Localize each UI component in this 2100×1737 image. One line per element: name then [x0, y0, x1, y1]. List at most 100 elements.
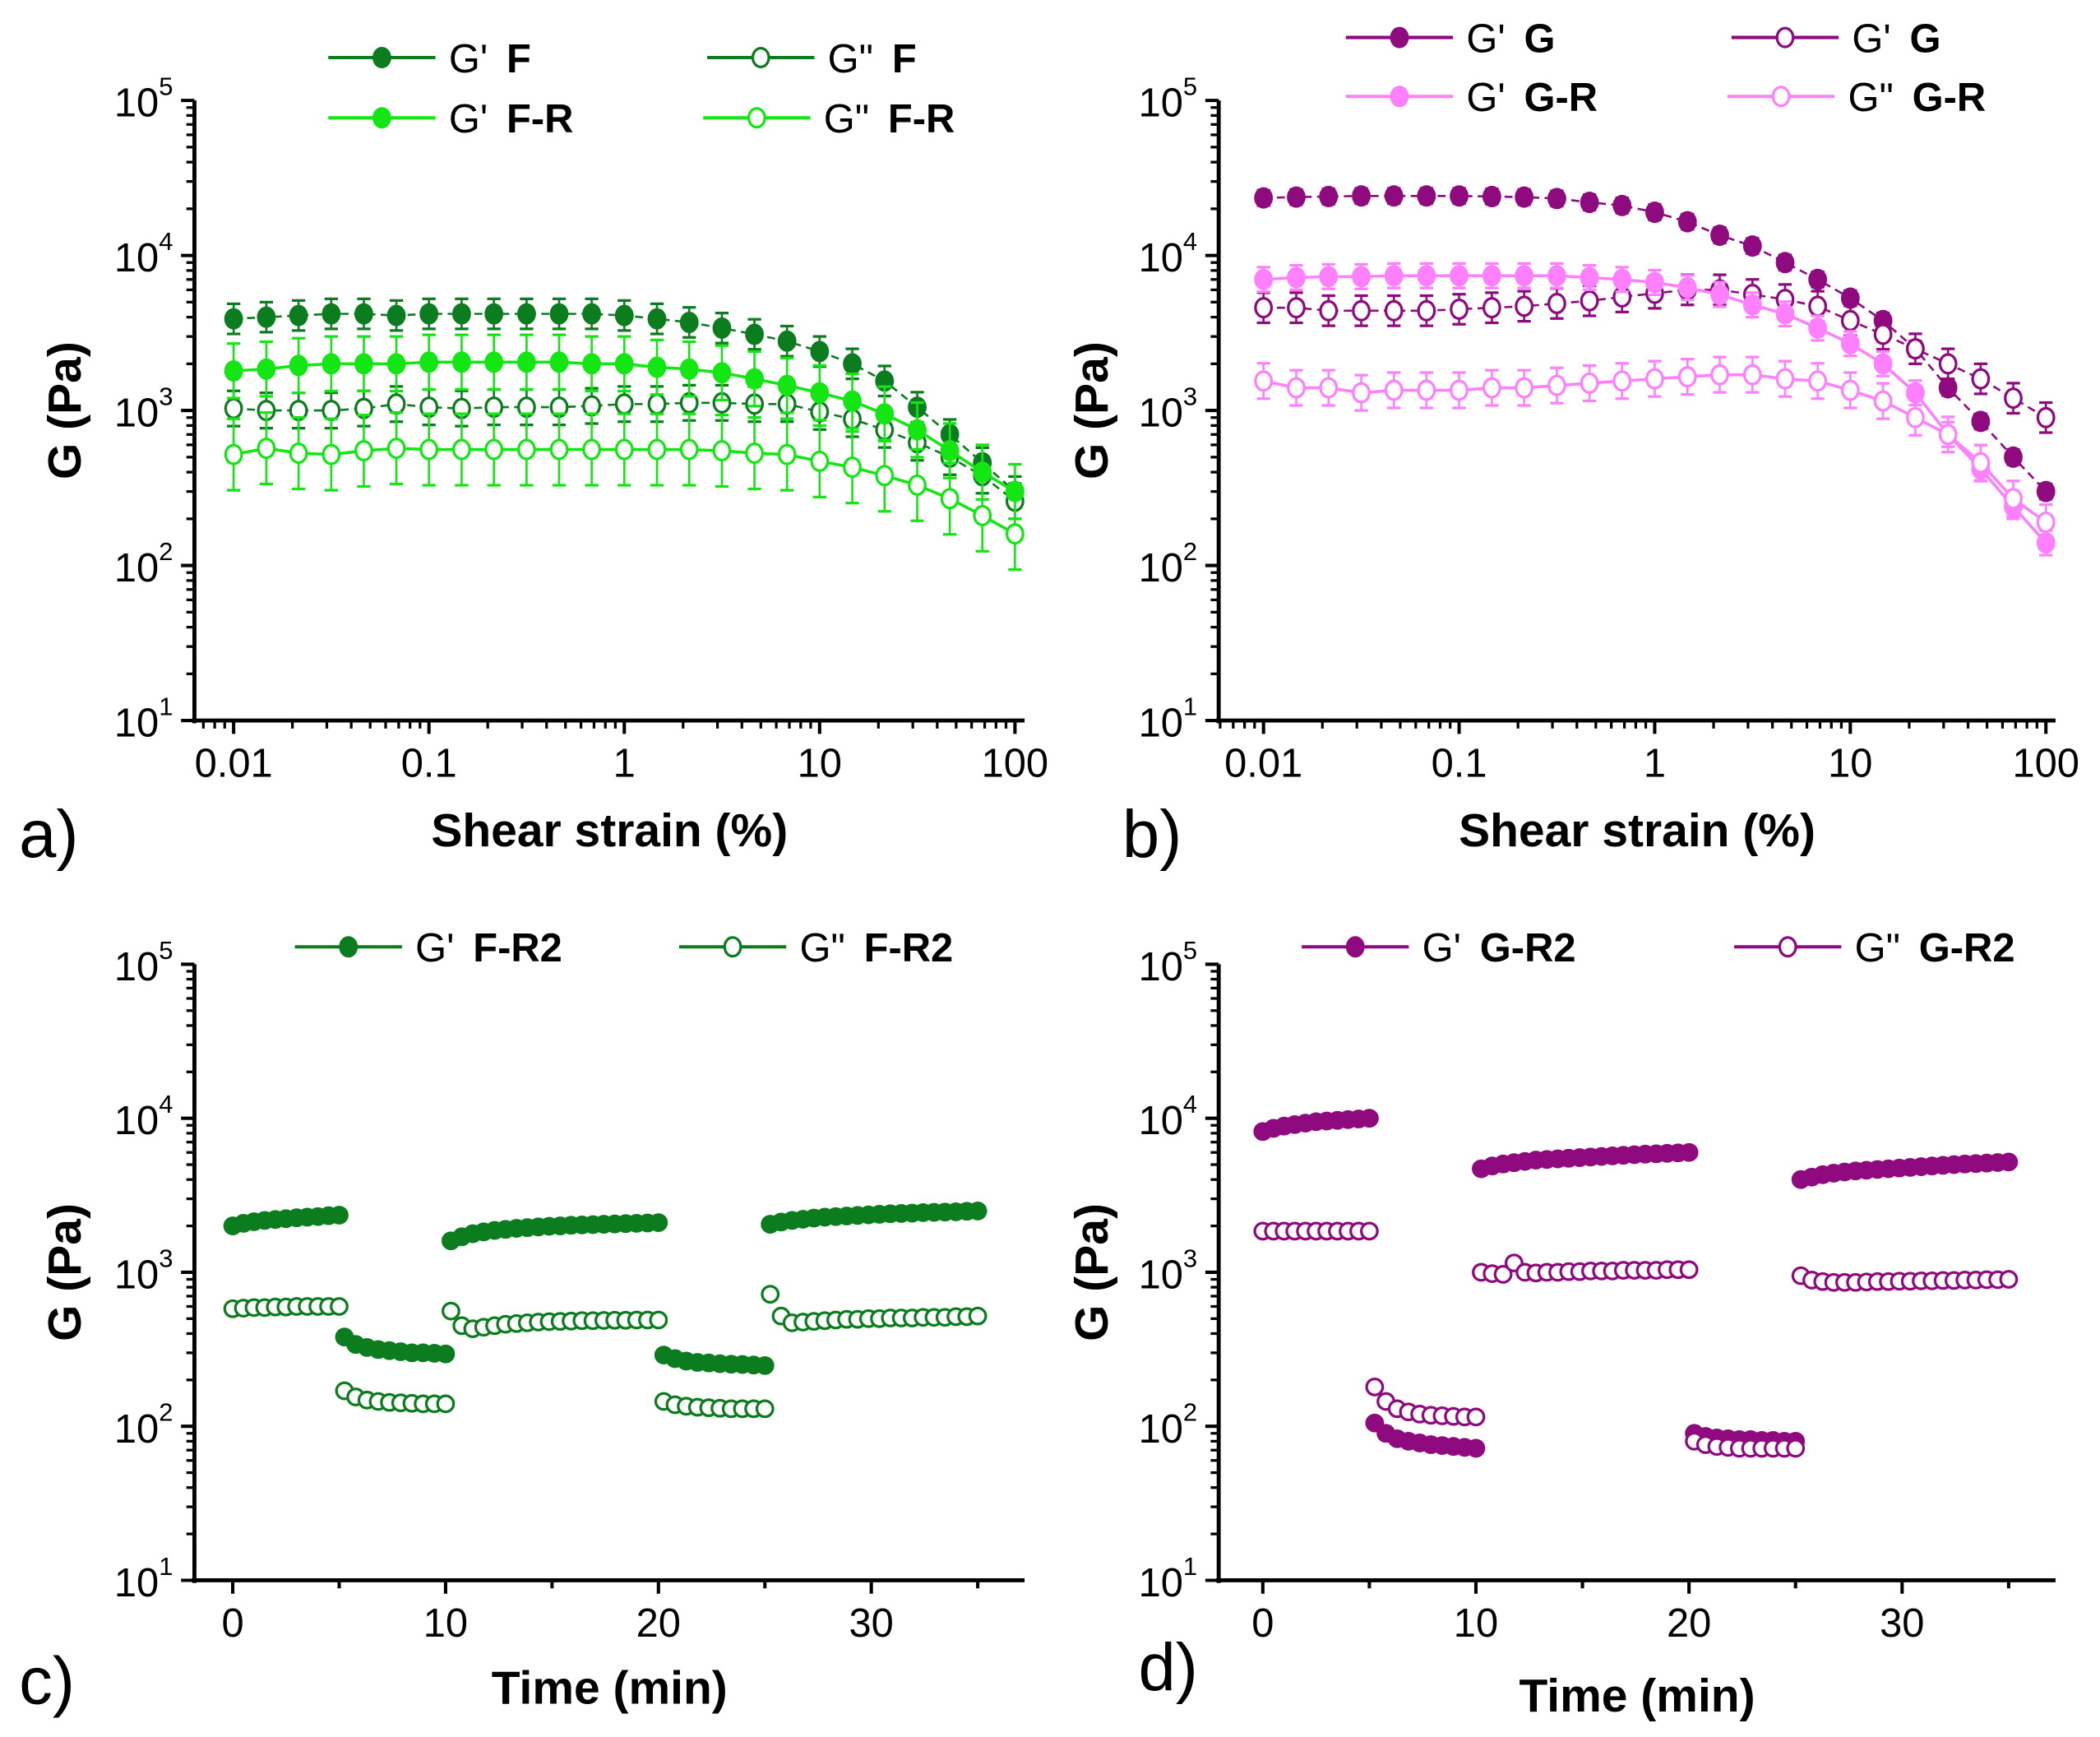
legend-item: G' G-R [1345, 76, 1598, 120]
data-point [973, 504, 992, 526]
legend-label: G' G [1852, 17, 1940, 62]
legend-prefix: G" [824, 97, 869, 141]
y-tick-base: 10 [114, 1407, 159, 1452]
data-point [1677, 211, 1697, 233]
data-point [1873, 353, 1893, 375]
y-axis-title: G (Pa) [39, 341, 91, 479]
data-point [386, 438, 406, 460]
data-point [908, 474, 927, 496]
series-loss-modulus-G [1254, 273, 2056, 434]
series-line [1263, 194, 2047, 493]
data-point [549, 303, 569, 325]
data-point [1450, 379, 1469, 401]
x-axis-title: Time (min) [1519, 1670, 1755, 1722]
y-tick-label: 105 [114, 936, 173, 989]
data-point [1645, 201, 1664, 224]
x-axis-title: Time (min) [492, 1661, 728, 1714]
data-point [2004, 488, 2023, 510]
y-tick-label: 104 [114, 227, 173, 280]
y-tick-exponent: 1 [1183, 692, 1197, 721]
data-point [810, 450, 830, 472]
data-point [755, 1355, 775, 1375]
data-point [289, 442, 308, 465]
data-point [2036, 406, 2056, 428]
data-point [1645, 271, 1664, 294]
y-tick-label: 105 [1139, 72, 1198, 126]
legend-marker [1775, 26, 1795, 49]
legend-marker [1390, 86, 1409, 108]
data-point [1580, 192, 1599, 214]
data-point [2036, 512, 2056, 534]
legend-label: G" F-R [824, 97, 955, 141]
data-point [1417, 265, 1436, 287]
data-point [1352, 382, 1371, 404]
x-axis-title: Shear strain (%) [431, 804, 788, 857]
y-tick-exponent: 3 [159, 382, 173, 411]
data-point [614, 393, 634, 415]
y-tick-base: 10 [114, 391, 159, 436]
y-tick-base: 10 [114, 236, 159, 280]
y-tick-label: 102 [1139, 537, 1198, 591]
legend-label: G" G-R [1848, 76, 1987, 120]
legend-item: G' F-R2 [294, 926, 562, 970]
legend-sample-name: G [1910, 17, 1941, 62]
data-point [1679, 1260, 1699, 1280]
y-tick-base: 10 [1139, 945, 1183, 989]
data-point [484, 438, 504, 461]
y-tick-exponent: 3 [1183, 382, 1197, 411]
legend-prefix: G" [1855, 926, 1900, 970]
y-tick-base: 10 [1139, 391, 1183, 436]
data-point [1775, 368, 1795, 390]
data-point [843, 456, 862, 479]
data-point [940, 440, 960, 462]
legend-marker [723, 936, 742, 958]
legend-sample-name: F-R2 [473, 926, 562, 970]
y-tick-base: 10 [114, 546, 159, 591]
legend-marker [751, 46, 770, 69]
legend-sample-name: G-R [1913, 76, 1987, 120]
data-point [1775, 252, 1795, 274]
legend-marker [1771, 86, 1791, 108]
data-point [1808, 268, 1828, 290]
data-point [452, 351, 471, 373]
data-point [1417, 379, 1436, 401]
data-point [1384, 379, 1404, 401]
legend-marker [1390, 26, 1409, 49]
data-point [582, 303, 602, 325]
data-point [1466, 1438, 1486, 1458]
data-point [1515, 377, 1534, 399]
data-point [1580, 372, 1599, 394]
data-point [1971, 368, 1991, 390]
y-tick-base: 10 [1139, 1407, 1183, 1452]
data-point [257, 306, 276, 328]
legend-sample-name: F-R2 [864, 926, 954, 970]
data-point [1775, 303, 1795, 325]
legend-prefix: G' [415, 926, 454, 970]
data-point [1319, 266, 1339, 288]
y-tick-exponent: 1 [159, 1552, 173, 1581]
legend-sample-name: F-R [506, 97, 573, 141]
legend-sample-name: G-R2 [1480, 926, 1576, 970]
data-point [843, 390, 862, 412]
data-point [582, 438, 602, 461]
legend-sample-name: G [1524, 17, 1556, 62]
data-point [1493, 1265, 1513, 1284]
x-tick-label: 30 [849, 1601, 894, 1646]
legend-label: G" F-R2 [799, 926, 953, 970]
data-point [386, 393, 406, 415]
x-tick-label: 0 [221, 1601, 243, 1646]
data-point [1515, 295, 1534, 317]
data-point [452, 303, 471, 325]
data-point [1384, 185, 1404, 207]
y-tick-exponent: 1 [159, 692, 173, 721]
x-tick-label: 100 [2012, 741, 2079, 785]
legend-sample-name: G-R [1524, 76, 1598, 120]
data-point [1450, 185, 1469, 207]
data-point [1742, 294, 1762, 316]
y-tick-label: 103 [1139, 382, 1198, 436]
data-point [1384, 299, 1404, 322]
data-point [354, 440, 373, 462]
data-point [224, 308, 243, 330]
